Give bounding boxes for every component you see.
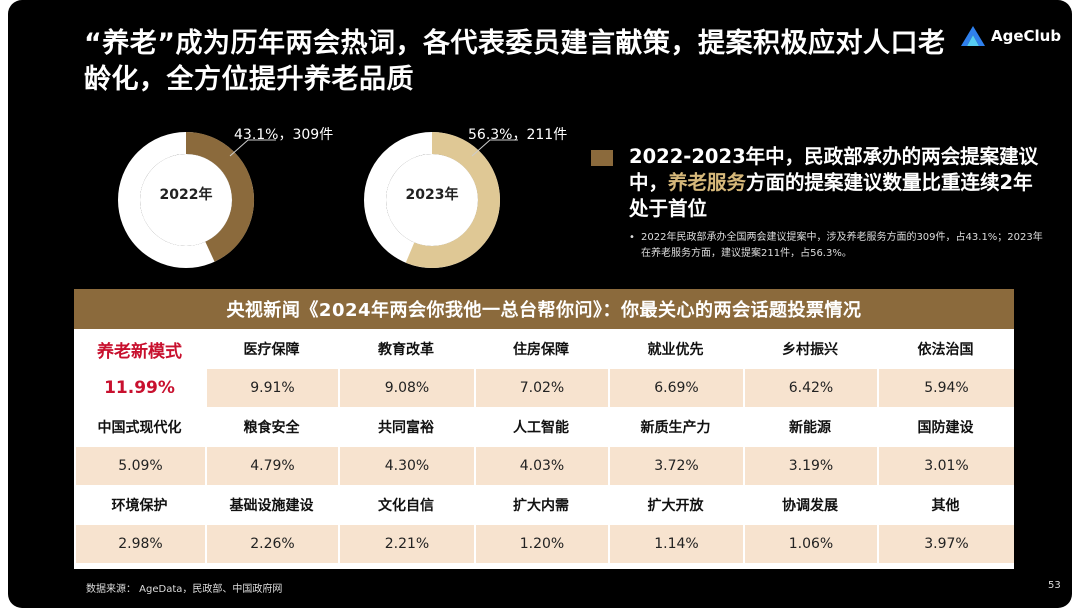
topic-name: 国防建设 bbox=[877, 407, 1014, 447]
topic-name: 其他 bbox=[877, 485, 1014, 525]
leader-line-2023 bbox=[471, 139, 518, 157]
summary-heading: 2022-2023年中，民政部承办的两会提案建议中，养老服务方面的提案建议数量比… bbox=[629, 144, 1051, 222]
table-grid: 养老新模式 医疗保障 教育改革 住房保障 就业优先 乡村振兴 依法治国 11.99% 9.91%… bbox=[74, 329, 1014, 563]
topic-vote-share: 3.19% bbox=[743, 447, 877, 485]
donut-label-2023: 56.3%，211件 bbox=[468, 127, 568, 143]
topic-vote-share: 3.72% bbox=[608, 447, 743, 485]
topic-vote-share: 5.09% bbox=[74, 447, 205, 485]
donut-share-arc bbox=[405, 132, 500, 268]
summary-marker-square bbox=[591, 150, 613, 166]
logo: AgeClub bbox=[961, 24, 1061, 48]
topic-name: 环境保护 bbox=[74, 485, 205, 525]
topic-vote-share: 3.97% bbox=[877, 525, 1014, 563]
topic-vote-share: 7.02% bbox=[474, 369, 608, 407]
summary-part1: 2022-2023年中，民政部承办的两会提案建议中， bbox=[629, 145, 1039, 194]
topic-name: 粮食安全 bbox=[205, 407, 338, 447]
summary-block: 2022-2023年中，民政部承办的两会提案建议中，养老服务方面的提案建议数量比… bbox=[591, 144, 1051, 262]
topic-name: 养老新模式 bbox=[74, 329, 205, 369]
topic-name: 共同富裕 bbox=[338, 407, 474, 447]
topic-name: 乡村振兴 bbox=[743, 329, 877, 369]
topic-vote-share: 1.06% bbox=[743, 525, 877, 563]
topic-vote-share: 1.14% bbox=[608, 525, 743, 563]
summary-highlight: 养老服务 bbox=[668, 171, 747, 194]
donut-chart-2023 bbox=[364, 132, 500, 268]
topic-name: 协调发展 bbox=[743, 485, 877, 525]
logo-text: AgeClub bbox=[991, 27, 1062, 45]
summary-part2: 方面的提案建议数量比重连续2年处于首位 bbox=[629, 171, 1033, 220]
table-header: 央视新闻《2024年两会你我他一总台帮你问》：你最关心的两会话题投票情况 bbox=[74, 289, 1014, 329]
donut-center-fill bbox=[386, 154, 478, 246]
topic-name: 扩大开放 bbox=[608, 485, 743, 525]
topic-vote-share: 4.03% bbox=[474, 447, 608, 485]
topic-name: 医疗保障 bbox=[205, 329, 338, 369]
ageclub-logo-icon bbox=[961, 26, 985, 46]
summary-note: 2022年民政部承办全国两会建议提案中，涉及养老服务方面的309件，占43.1%… bbox=[629, 230, 1051, 262]
topic-vote-share: 1.20% bbox=[474, 525, 608, 563]
donut-chart-2022 bbox=[118, 132, 254, 268]
donut-label-2022: 43.1%，309件 bbox=[234, 127, 334, 143]
topic-name: 基础设施建设 bbox=[205, 485, 338, 525]
donut-center-2023: 2023年 bbox=[405, 187, 459, 203]
topic-name: 扩大内需 bbox=[474, 485, 608, 525]
topic-vote-share: 9.08% bbox=[338, 369, 474, 407]
topic-vote-share: 4.79% bbox=[205, 447, 338, 485]
topic-vote-share: 6.42% bbox=[743, 369, 877, 407]
topic-name: 中国式现代化 bbox=[74, 407, 205, 447]
topic-vote-share: 5.94% bbox=[877, 369, 1014, 407]
topic-name: 住房保障 bbox=[474, 329, 608, 369]
topic-name: 人工智能 bbox=[474, 407, 608, 447]
topic-vote-share: 11.99% bbox=[74, 369, 205, 407]
leader-line-2022 bbox=[229, 139, 276, 157]
topic-vote-table: 央视新闻《2024年两会你我他一总台帮你问》：你最关心的两会话题投票情况 养老新… bbox=[74, 289, 1014, 569]
topic-vote-share: 2.21% bbox=[338, 525, 474, 563]
page-number: 53 bbox=[1048, 580, 1061, 591]
topic-name: 就业优先 bbox=[608, 329, 743, 369]
topic-vote-share: 9.91% bbox=[205, 369, 338, 407]
topic-vote-share: 3.01% bbox=[877, 447, 1014, 485]
donut-share-arc bbox=[185, 132, 254, 262]
topic-name: 依法治国 bbox=[877, 329, 1014, 369]
topic-vote-share: 6.69% bbox=[608, 369, 743, 407]
topic-vote-share: 2.98% bbox=[74, 525, 205, 563]
topic-vote-share: 4.30% bbox=[338, 447, 474, 485]
donut-center-2022: 2022年 bbox=[159, 187, 213, 203]
topic-name: 文化自信 bbox=[338, 485, 474, 525]
topic-name: 教育改革 bbox=[338, 329, 474, 369]
topic-vote-share: 2.26% bbox=[205, 525, 338, 563]
topic-name: 新质生产力 bbox=[608, 407, 743, 447]
slide: “养老”成为历年两会热词，各代表委员建言献策，提案积极应对人口老龄化，全方位提升… bbox=[8, 0, 1072, 608]
data-source: 数据来源： AgeData，民政部、中国政府网 bbox=[86, 584, 283, 595]
topic-name: 新能源 bbox=[743, 407, 877, 447]
donut-center-fill bbox=[140, 154, 232, 246]
page-title: “养老”成为历年两会热词，各代表委员建言献策，提案积极应对人口老龄化，全方位提升… bbox=[84, 28, 946, 95]
